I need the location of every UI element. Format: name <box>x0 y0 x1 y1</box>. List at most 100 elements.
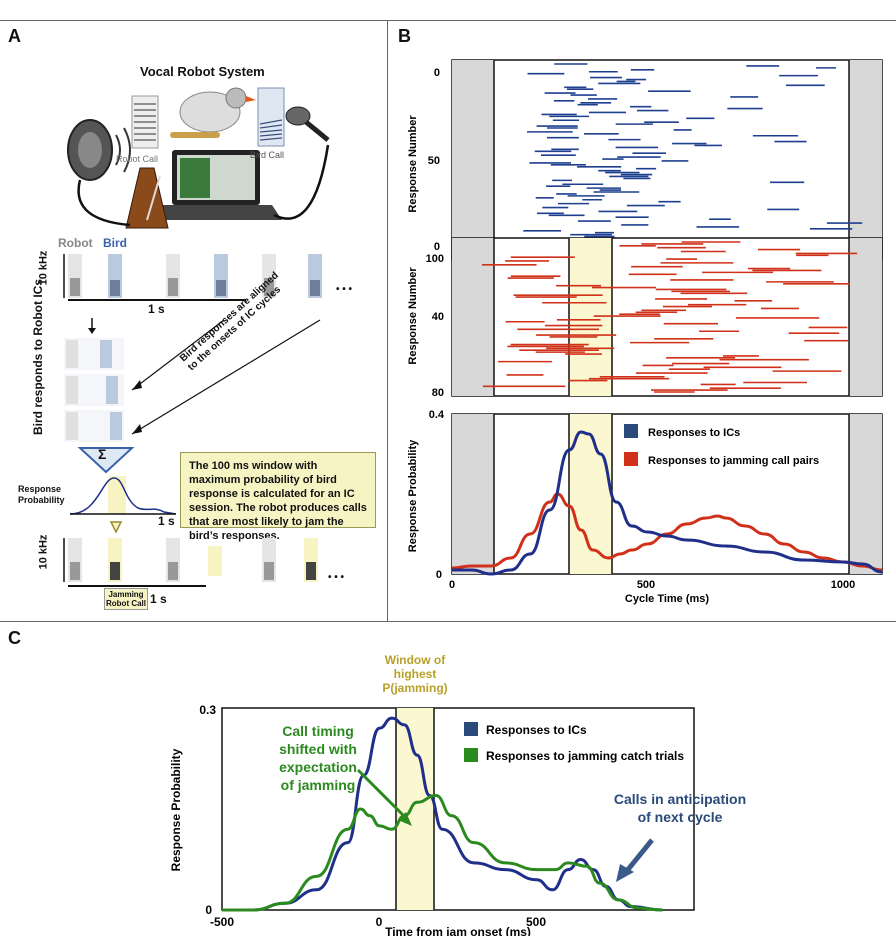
robot-call-label: Robot Call <box>116 154 159 164</box>
legend-c-jam: Responses to jamming catch trials <box>486 749 684 763</box>
zebra-finch-icon <box>170 87 256 138</box>
time-scale-mid: 1 s <box>158 514 175 528</box>
raster-ic-tick-100: 100 <box>426 253 444 265</box>
prob-c-tick-03: 0.3 <box>199 703 216 717</box>
jam-call-3 <box>304 538 318 582</box>
microphone-icon <box>285 106 330 142</box>
raster-jam-tick-0: 0 <box>434 241 440 253</box>
aligned-response-3 <box>64 410 124 442</box>
panel-b-charts: 0 50 100 Response Number 0 40 80 Respons… <box>407 59 883 605</box>
robot-call-2 <box>166 254 180 298</box>
sigma-symbol: Σ <box>98 446 107 462</box>
panel-b-frame <box>387 20 896 622</box>
legend-b-jam: Responses to jamming call pairs <box>648 455 819 467</box>
raster-jam-window <box>569 238 612 396</box>
legend-b-jam-swatch <box>624 452 638 466</box>
annot-blue-2: of next cycle <box>638 809 723 825</box>
prob-c-xtick-neg500: -500 <box>210 915 234 929</box>
raster-ic-tick-50: 50 <box>428 155 440 167</box>
vocal-robot-title: Vocal Robot System <box>140 64 265 79</box>
speaker-icon <box>67 119 131 181</box>
prob-c-xtick-0: 0 <box>376 915 383 929</box>
bird-call-1 <box>108 254 122 298</box>
robot-label: Robot <box>58 236 93 250</box>
window-label-2: highest <box>394 667 437 681</box>
prob-b-series-jamming <box>451 492 883 572</box>
robot-call-j3 <box>262 538 276 582</box>
annot-green-arrow-icon <box>356 768 412 826</box>
panel-a-prob-label: Response Probability <box>18 484 65 505</box>
jamming-arrow-icon <box>109 521 123 534</box>
window-label-1: Window of <box>385 653 447 667</box>
annot-blue-1: Calls in anticipation <box>614 791 746 807</box>
raster-ic-shade-right <box>849 60 882 260</box>
robot-call-1 <box>68 254 82 298</box>
raster-ic-tick-0: 0 <box>434 67 440 79</box>
aligned-response-1 <box>64 338 124 370</box>
window-label-3: P(jamming) <box>382 681 447 695</box>
alignment-diagram <box>64 318 321 442</box>
prob-c-series-jamming <box>222 794 663 912</box>
prob-c-series-ic <box>222 716 663 912</box>
prob-b-xtick-1000: 1000 <box>831 579 855 591</box>
ic-spectrogram-strip <box>63 254 322 301</box>
raster-jam-shade-left <box>452 238 494 396</box>
jamming-call-label-2: Robot Call <box>106 599 146 608</box>
legend-c-ic: Responses to ICs <box>486 723 587 737</box>
raster-jam-ylabel: Response Number <box>407 267 419 365</box>
panel-a-side-label: Bird responds to Robot ICs <box>31 279 45 435</box>
laptop-icon <box>150 150 282 220</box>
prob-c-xtick-500: 500 <box>526 915 546 929</box>
legend-c-jam-swatch <box>464 748 478 762</box>
time-scale-top: 1 s <box>148 302 165 316</box>
raster-ic: 0 50 100 Response Number <box>407 59 883 265</box>
raster-ic-ylabel: Response Number <box>407 115 419 213</box>
legend-b-ic: Responses to ICs <box>648 427 740 439</box>
legend-b-ic-swatch <box>624 424 638 438</box>
continuation-dots-bottom: • • • <box>328 572 345 583</box>
vocal-robot-illustration <box>67 87 330 229</box>
sum-arrow-icon <box>77 447 135 474</box>
prob-c-ylabel: Response Probability <box>169 748 183 871</box>
bird-call-label: Bird Call <box>250 150 285 160</box>
prob-b-xtick-0: 0 <box>449 579 455 591</box>
freq-label-top: 10 kHz <box>37 250 50 286</box>
annot-blue-arrow-icon <box>616 838 654 882</box>
prob-c-tick-0: 0 <box>205 903 212 917</box>
metronome-icon <box>125 167 169 229</box>
robot-call-j2 <box>166 538 180 582</box>
prob-b-ylabel: Response Probability <box>407 439 419 552</box>
jam-call-2 <box>208 546 222 576</box>
freq-label-bottom: 10 kHz <box>37 534 50 570</box>
prob-chart-b: Responses to ICs Responses to jamming ca… <box>407 409 883 605</box>
prob-b-tick-0: 0 <box>436 569 442 581</box>
annot-green-1: Call timing <box>282 723 354 739</box>
window-note: The 100 ms window with maximum probabili… <box>180 452 376 542</box>
prob-c-xlabel: Time from jam onset (ms) <box>385 925 531 936</box>
bird-call-3 <box>308 254 322 298</box>
panel-a-prob-curve <box>69 476 177 515</box>
panel-b-label: B <box>398 26 411 46</box>
panel-c-label: C <box>8 628 21 648</box>
window-c-shade <box>396 708 434 910</box>
prob-b-shade-right <box>849 414 882 574</box>
raster-jam-tick-80: 80 <box>432 387 444 399</box>
raster-jam-tick-40: 40 <box>432 311 444 323</box>
bird-label: Bird <box>103 236 127 250</box>
panel-a-frame <box>0 20 388 622</box>
annot-green-2: shifted with <box>279 741 357 757</box>
bird-call-2 <box>214 254 228 298</box>
legend-c-ic-swatch <box>464 722 478 736</box>
raster-ic-shade-left <box>452 60 494 260</box>
jam-call-1 <box>108 538 122 582</box>
prob-b-tick-04: 0.4 <box>429 409 445 421</box>
jamming-call-box: Jamming Robot Call <box>104 588 148 610</box>
time-scale-bottom: 1 s <box>150 592 167 606</box>
aligned-response-2 <box>64 374 124 406</box>
continuation-dots-top: • • • <box>336 284 353 295</box>
panel-c-chart: Window of highest P(jamming) Responses t… <box>169 653 746 936</box>
prob-b-xlabel: Cycle Time (ms) <box>625 593 710 605</box>
prob-b-xtick-500: 500 <box>637 579 655 591</box>
bird-call-spectrogram-icon <box>257 87 285 147</box>
prob-b-series-ic <box>451 430 883 576</box>
